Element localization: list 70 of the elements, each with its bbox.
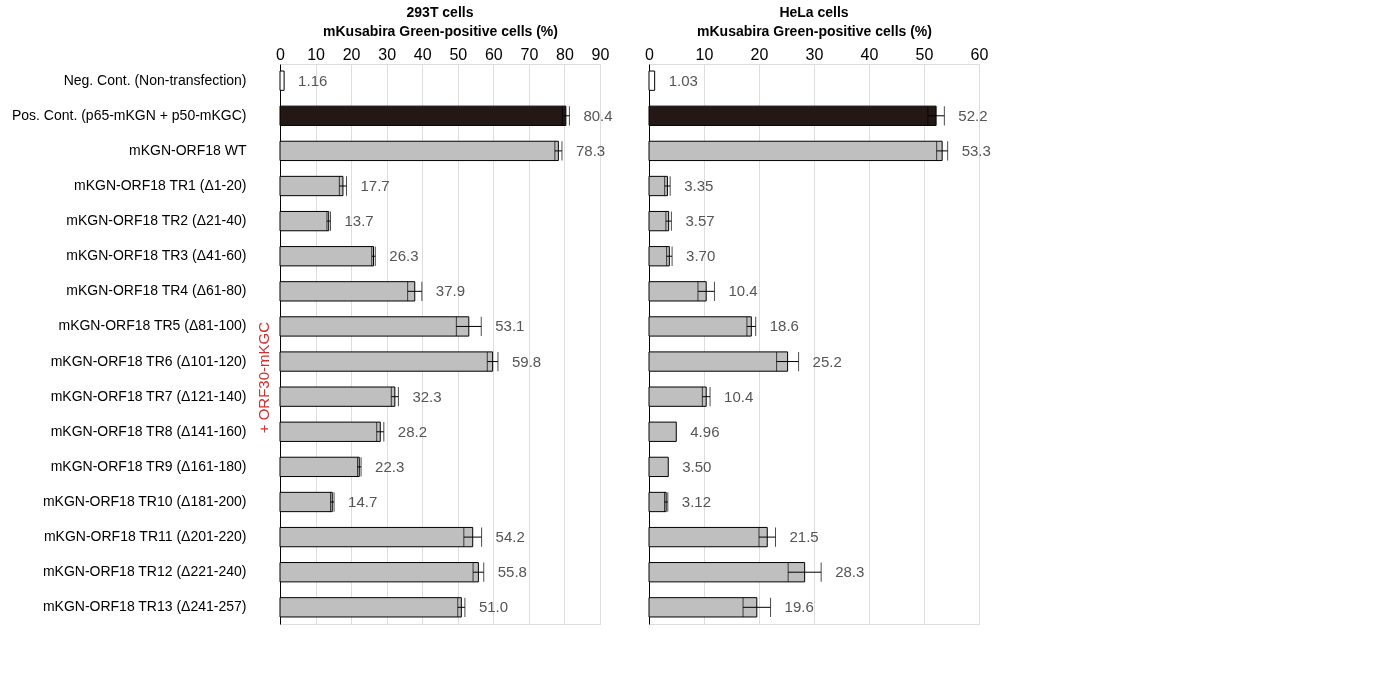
y-tick-label: mKGN-ORF18 WT [129,141,247,158]
x-tick-label: 0 [276,45,286,63]
y-tick-label: mKGN-ORF18 TR5 (Δ81-100) [58,317,247,334]
x-tick-label: 30 [805,45,824,63]
data-label: 18.6 [769,317,799,335]
data-label: 3.50 [682,457,712,475]
data-label: 13.7 [344,212,374,230]
data-label: 28.2 [397,422,428,440]
y-tick-label: Pos. Cont. (p65-mKGN + p50-mKGC) [11,106,247,123]
data-label: 53.3 [961,141,991,159]
x-tick-label: 20 [342,45,361,63]
data-label: 3.12 [681,492,712,510]
data-label: 10.4 [728,282,758,300]
x-tick-label: 40 [860,45,879,63]
x-tick-label: 60 [970,45,989,63]
y-tick-label: mKGN-ORF18 TR6 (Δ101-120) [50,352,247,369]
data-label: 3.70 [686,247,716,265]
x-tick-label: 60 [484,45,503,63]
data-label: 3.57 [685,212,715,230]
y-tick-label: mKGN-ORF18 TR1 (Δ1-20) [74,177,247,194]
data-label: 28.3 [835,563,865,581]
x-tick-label: 80 [556,45,574,63]
data-label: 80.4 [583,106,613,124]
data-label: 54.2 [495,528,525,546]
x-tick-label: 70 [520,45,539,63]
data-label: 17.7 [360,177,390,195]
data-label: 21.5 [789,528,819,546]
data-label: 19.6 [784,598,814,616]
x-axis-title: mKusabira Green-positive cells (%) [323,22,558,39]
y-tick-label: mKGN-ORF18 TR9 (Δ161-180) [50,457,247,474]
x-tick-label: 40 [413,45,432,63]
chart-title: HeLa cells [779,4,849,20]
x-tick-label: 20 [750,45,769,63]
x-axis-title: mKusabira Green-positive cells (%) [697,22,932,39]
x-tick-label: 10 [695,45,714,63]
data-label: 37.9 [435,282,466,300]
y-tick-label: mKGN-ORF18 TR3 (Δ41-60) [66,247,247,264]
data-label: 55.8 [497,563,527,581]
data-label: 1.16 [298,71,328,89]
data-label: 59.8 [511,352,542,370]
text: + ORF30-mKGC [255,321,272,434]
y-tick-label: mKGN-ORF18 TR4 (Δ61-80) [66,282,247,299]
x-tick-label: 50 [449,45,468,63]
y-tick-label: Neg. Cont. (Non-transfection) [63,71,247,88]
data-label: 3.35 [684,177,714,195]
data-label: 1.03 [668,71,698,89]
data-label: 51.0 [478,598,509,616]
data-label: 22.3 [375,457,405,475]
x-tick-label: 90 [591,45,610,63]
data-label: 78.3 [575,141,606,159]
y-tick-label: mKGN-ORF18 TR8 (Δ141-160) [50,422,247,439]
y-tick-label: mKGN-ORF18 TR10 (Δ181-200) [42,492,247,509]
y-tick-label: mKGN-ORF18 TR13 (Δ241-257) [42,598,247,615]
y-tick-label: mKGN-ORF18 TR12 (Δ221-240) [42,563,247,580]
data-label: 52.2 [958,106,988,124]
data-label: 26.3 [389,247,419,265]
y-tick-label: mKGN-ORF18 TR11 (Δ201-220) [43,528,247,545]
x-tick-label: 50 [915,45,934,63]
y-tick-label: mKGN-ORF18 TR7 (Δ121-140) [50,387,247,404]
data-label: 53.1 [495,317,525,335]
data-label: 25.2 [812,352,842,370]
data-label: 10.4 [724,387,754,405]
data-label: 32.3 [412,387,442,405]
data-label: 14.7 [348,492,378,510]
data-label: 4.96 [690,422,720,440]
x-tick-label: 30 [378,45,397,63]
y-tick-label: mKGN-ORF18 TR2 (Δ21-40) [66,212,247,229]
x-tick-label: 0 [645,45,655,63]
x-tick-label: 10 [307,45,326,63]
chart-title: 293T cells [406,4,474,20]
